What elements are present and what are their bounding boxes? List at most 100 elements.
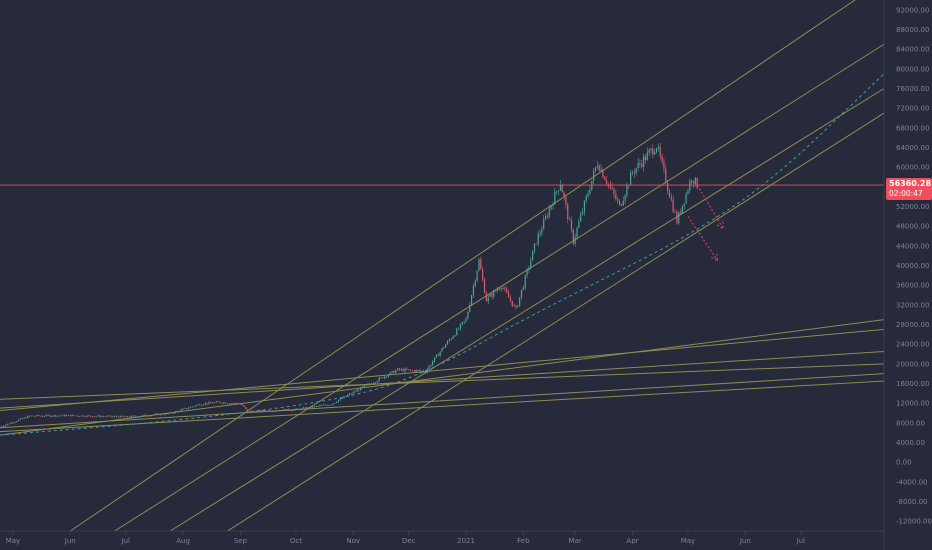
candle-body [678,212,680,224]
candle-body [557,190,560,192]
candle-body [341,398,343,400]
candle-body [400,369,402,370]
candle-body [32,415,34,417]
candle-body [474,280,476,286]
candle-body [287,409,290,411]
y-tick-label: -4000.00 [896,478,927,486]
candle-body [663,161,665,169]
candle-body [197,404,199,406]
candle-body [563,192,565,198]
candle-body [330,404,332,406]
candle-body [544,216,547,220]
candle-body [51,416,53,417]
candle-body [332,403,334,405]
candle-body [345,396,347,398]
candle-body [596,165,598,168]
x-tick-label: Jul [121,537,131,545]
candle-body [622,200,624,206]
candle-body [537,234,539,244]
y-tick-label: 72000.00 [896,105,929,113]
candle-body [45,414,47,417]
candle-body [413,370,415,372]
trend-line-6 [0,380,885,433]
candle-body [611,187,613,189]
candle-body [217,401,219,403]
candle-body [91,416,94,418]
candle-body [298,408,301,410]
candle-body [398,368,401,370]
y-tick-label: 52000.00 [896,203,929,211]
candle-body [426,369,428,373]
candle-body [247,409,249,412]
candle-body [387,374,389,377]
candle-body [323,404,325,406]
candle-body [391,371,393,373]
candle-body [16,421,18,423]
candle-body [371,383,373,385]
candle-body [463,320,465,323]
candle-body [522,287,524,290]
candle-body [278,410,280,412]
candle-body [411,370,414,371]
candle-body [404,368,406,372]
candle-body [210,402,212,403]
candle-body [273,411,275,413]
candle-body [236,402,238,404]
candle-body [19,418,21,420]
candle-body [363,385,365,387]
candle-body [644,156,647,161]
y-tick-label: 92000.00 [896,6,929,14]
candle-body [655,148,658,153]
candle-body [635,168,637,174]
candle-body [692,180,695,184]
y-tick-label: 36000.00 [896,282,929,290]
projection-arrows [687,184,724,262]
trend-line-7 [69,0,856,532]
candle-body [14,422,16,423]
candle-body [498,289,500,291]
candle-body [54,415,57,417]
candle-body [230,403,232,405]
candle-body [624,195,626,201]
candle-body [289,410,291,412]
candle-body [559,184,561,191]
candle-body [546,216,549,217]
candle-body [618,200,621,205]
candle-body [350,393,352,395]
x-tick-label: 2021 [457,537,475,545]
candle-body [4,424,7,427]
candle-body [630,172,632,186]
candle-body [8,423,10,425]
candle-body [306,407,308,409]
candle-body [415,370,417,372]
candle-body [335,402,338,403]
candle-body [659,146,661,157]
candle-body [125,416,127,417]
candle-body [376,381,378,383]
y-tick-label: 68000.00 [896,124,929,132]
trend-line-9 [169,88,885,532]
candle-body [86,415,88,417]
candle-body [556,191,558,193]
candle-body [1,426,3,428]
candle-body [448,339,450,341]
candle-body [184,408,186,409]
candle-body [495,290,497,292]
candle-body [567,204,569,220]
candle-body [604,177,606,181]
candle-body [456,328,458,336]
candle-body [191,406,193,408]
candle-body [186,408,188,409]
candle-body [461,322,463,325]
candle-body [372,382,375,384]
candle-body [613,188,615,195]
candle-body [225,402,227,404]
candle-body [358,389,360,391]
candle-body [470,295,473,305]
candle-body [123,416,125,418]
candle-body [482,269,484,280]
candle-body [121,415,123,417]
candle-body [95,416,97,418]
